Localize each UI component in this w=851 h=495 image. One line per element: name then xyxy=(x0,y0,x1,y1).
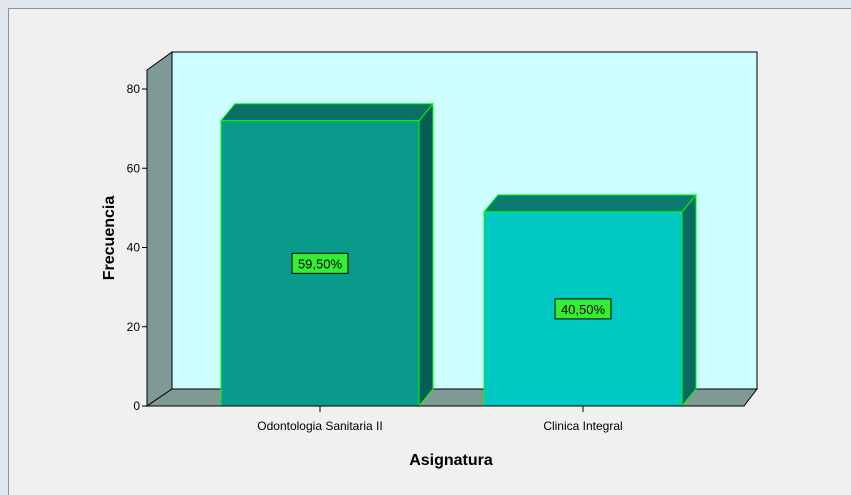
data-label-box xyxy=(554,298,612,320)
bar-group: 59,50% xyxy=(219,102,435,408)
plot-left-wall xyxy=(146,51,173,407)
y-tick-label: 40 xyxy=(127,241,141,255)
x-tick-label: Odontologia Sanitaria II xyxy=(257,419,382,433)
x-tick-label: Clinica Integral xyxy=(543,419,622,433)
bar-side xyxy=(418,102,434,408)
y-tick-label: 0 xyxy=(133,399,140,413)
y-tick-label: 80 xyxy=(127,82,141,96)
bar-side xyxy=(681,193,697,408)
data-label-box xyxy=(291,252,349,274)
x-axis: Odontologia Sanitaria II Clinica Integral xyxy=(147,405,744,433)
bars: 59,50% 40,50% xyxy=(219,102,698,408)
y-axis-title: Frecuencia xyxy=(101,196,118,281)
x-axis-title: Asignatura xyxy=(409,452,493,469)
data-label: 40,50% xyxy=(561,302,606,317)
bar-top xyxy=(219,103,435,122)
bar-group: 40,50% xyxy=(482,193,698,408)
y-tick-label: 60 xyxy=(127,161,141,175)
y-axis: 0 20 40 60 80 xyxy=(127,70,148,413)
data-label: 59,50% xyxy=(298,256,343,271)
bar-top xyxy=(482,194,698,213)
y-tick-label: 20 xyxy=(127,320,141,334)
